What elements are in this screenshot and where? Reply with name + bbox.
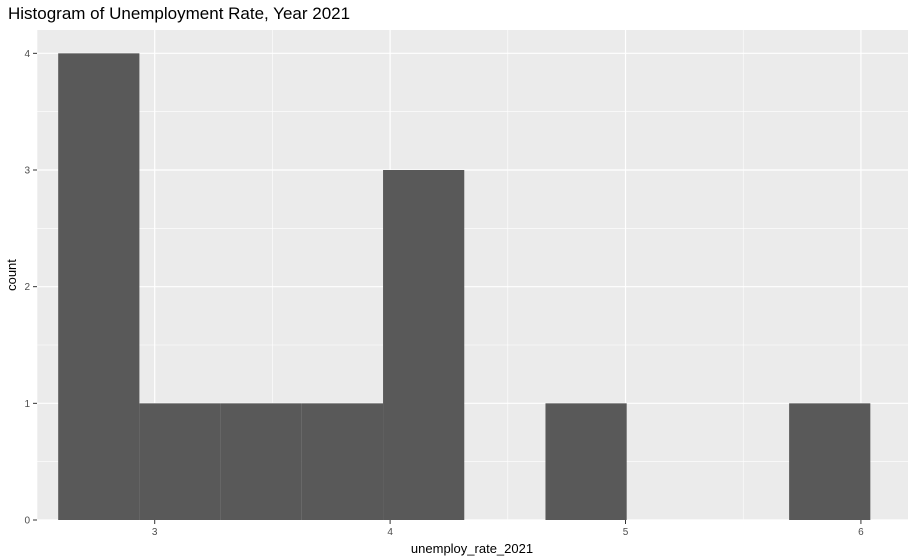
- y-tick-label: 0: [24, 516, 30, 527]
- histogram-bar: [58, 53, 140, 520]
- y-axis-title: count: [4, 259, 19, 291]
- histogram-bar: [139, 403, 221, 520]
- histogram-bar: [220, 403, 302, 520]
- axis-ticks: [33, 52, 862, 524]
- y-tick-label: 4: [24, 49, 30, 60]
- y-tick-label: 2: [24, 282, 30, 293]
- x-tick-label: 3: [152, 527, 158, 538]
- x-tick-label: 6: [858, 527, 864, 538]
- histogram-bar: [545, 403, 627, 520]
- chart-title: Histogram of Unemployment Rate, Year 202…: [8, 4, 350, 23]
- x-tick-labels: 3 4 5 6: [152, 527, 864, 538]
- y-tick-label: 1: [24, 399, 30, 410]
- histogram-bar: [301, 403, 384, 520]
- bars: [58, 53, 871, 520]
- histogram-bar: [383, 170, 465, 520]
- x-tick-label: 5: [623, 527, 629, 538]
- grid-minor: [36, 30, 908, 520]
- x-axis-title: unemploy_rate_2021: [411, 541, 533, 556]
- x-tick-label: 4: [387, 527, 393, 538]
- histogram-bar: [789, 403, 871, 520]
- y-tick-label: 3: [24, 166, 30, 177]
- y-tick-labels: 0 1 2 3 4: [24, 49, 30, 527]
